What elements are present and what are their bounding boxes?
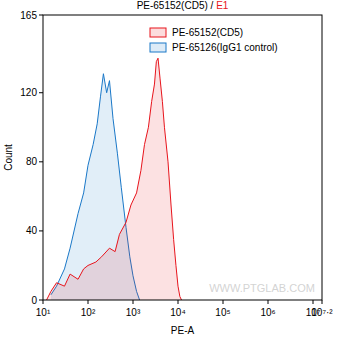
x-tick	[268, 300, 269, 304]
x-axis-label: PE-A	[171, 325, 195, 336]
x-tick	[88, 300, 89, 304]
x-tick-label: 10⁵	[215, 307, 230, 318]
y-tick-label: 40	[26, 225, 38, 236]
legend-swatch	[150, 28, 166, 37]
y-tick-label: 165	[20, 10, 37, 21]
x-tick-label: 10⁷·²	[311, 307, 333, 318]
x-tick-label: 10⁶	[260, 307, 275, 318]
x-tick	[313, 300, 314, 304]
y-tick	[39, 230, 43, 231]
legend-label: PE-65126(IgG1 control)	[172, 42, 278, 53]
x-tick	[322, 300, 323, 304]
plot-area	[47, 58, 182, 300]
x-tick	[178, 300, 179, 304]
area-fill	[47, 58, 182, 300]
y-tick-label: 0	[31, 295, 37, 306]
series-line	[47, 58, 182, 300]
y-tick-label: 120	[20, 87, 37, 98]
y-tick	[39, 300, 43, 301]
y-tick	[39, 92, 43, 93]
x-tick-label: 10¹	[36, 307, 51, 318]
plot-frame	[43, 15, 322, 300]
y-axis-label: Count	[3, 144, 14, 171]
x-tick-label: 10³	[126, 307, 141, 318]
title-part: E1	[216, 0, 229, 11]
legend: PE-65152(CD5) PE-65126(IgG1 control)	[150, 27, 278, 53]
legend-swatch	[150, 43, 166, 52]
y-tick	[39, 161, 43, 162]
title-part: PE-65152(CD5) /	[137, 0, 216, 11]
chart: PE-65152(CD5) / E1 WWW.PTGLAB.COM 10¹ 10² 10…	[0, 0, 340, 343]
x-tick	[223, 300, 224, 304]
x-tick-label: 10²	[81, 307, 96, 318]
y-tick	[39, 15, 43, 16]
x-tick	[43, 300, 44, 304]
y-tick-label: 80	[26, 156, 38, 167]
title: PE-65152(CD5) / E1	[137, 0, 229, 11]
watermark: WWW.PTGLAB.COM	[209, 282, 315, 294]
x-tick-label: 10⁴	[170, 307, 185, 318]
x-tick	[133, 300, 134, 304]
legend-label: PE-65152(CD5)	[172, 27, 243, 38]
